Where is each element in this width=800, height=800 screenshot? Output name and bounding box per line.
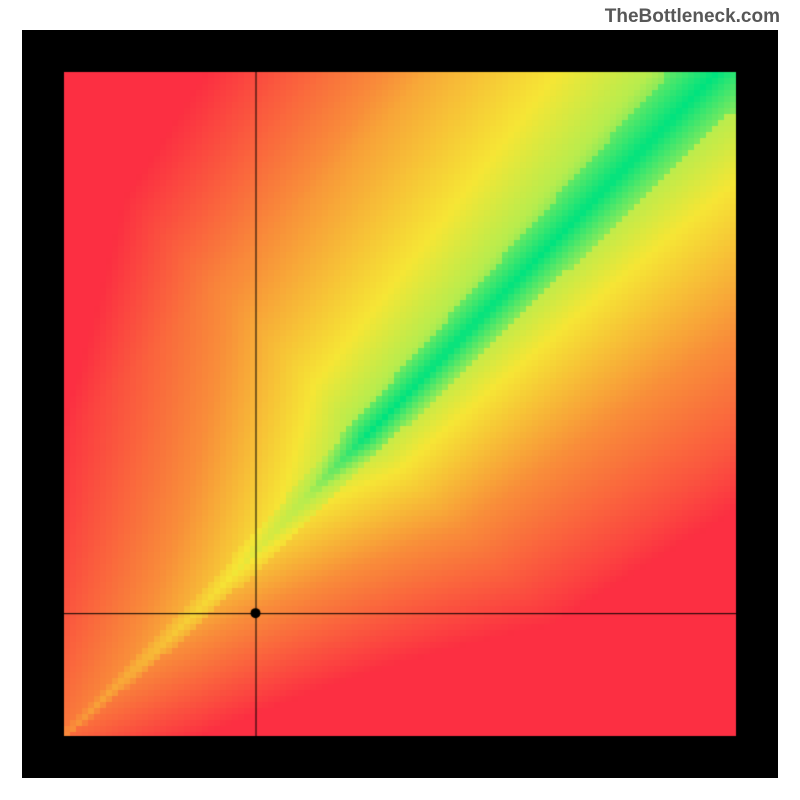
- attribution-text: TheBottleneck.com: [605, 6, 780, 28]
- chart-container: TheBottleneck.com: [0, 0, 800, 800]
- bottleneck-heatmap: [22, 30, 778, 778]
- plot-outer: [22, 30, 778, 778]
